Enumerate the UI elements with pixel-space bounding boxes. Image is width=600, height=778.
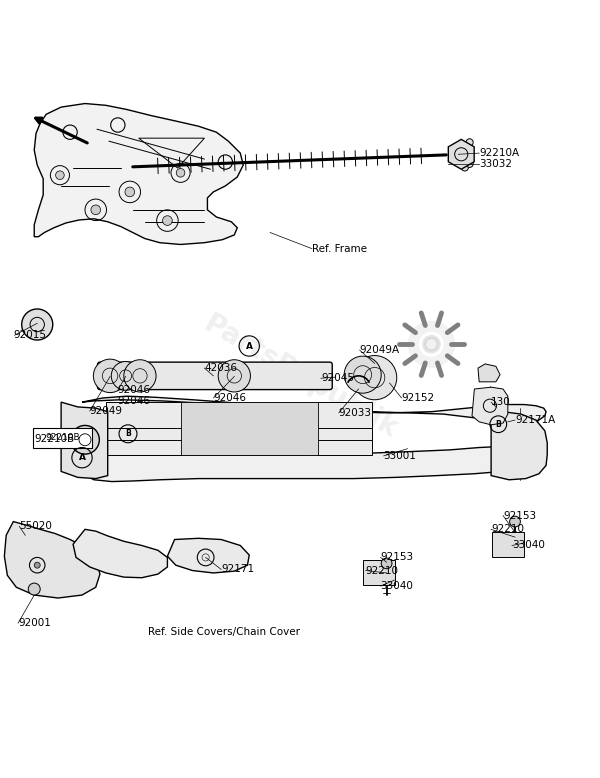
Text: A: A <box>246 342 253 351</box>
Circle shape <box>56 171 64 180</box>
Polygon shape <box>61 402 107 478</box>
Text: 92033: 92033 <box>339 408 372 418</box>
Circle shape <box>344 356 381 393</box>
Circle shape <box>124 359 156 392</box>
Circle shape <box>111 362 140 391</box>
Circle shape <box>509 517 520 527</box>
Circle shape <box>91 205 101 215</box>
Circle shape <box>461 149 469 156</box>
Polygon shape <box>73 529 167 578</box>
Circle shape <box>461 164 469 171</box>
Polygon shape <box>472 387 508 425</box>
Circle shape <box>28 583 40 595</box>
FancyBboxPatch shape <box>33 429 92 447</box>
Text: 92015: 92015 <box>13 330 46 340</box>
Polygon shape <box>478 364 500 382</box>
Polygon shape <box>4 521 100 598</box>
Text: Ref. Frame: Ref. Frame <box>312 244 367 254</box>
Text: 92210A: 92210A <box>479 148 519 158</box>
Text: 33001: 33001 <box>383 451 416 461</box>
Text: 92049: 92049 <box>90 406 123 416</box>
Text: 33040: 33040 <box>512 541 545 551</box>
Text: 92171: 92171 <box>221 564 254 574</box>
Text: 92210B: 92210B <box>34 434 74 444</box>
Polygon shape <box>82 396 546 422</box>
Text: 92210: 92210 <box>491 524 524 534</box>
Circle shape <box>22 309 53 340</box>
Text: 33040: 33040 <box>380 581 413 591</box>
Polygon shape <box>106 402 371 454</box>
Text: 33032: 33032 <box>479 159 512 169</box>
Circle shape <box>381 558 392 569</box>
Circle shape <box>461 156 469 164</box>
Text: B: B <box>496 420 501 429</box>
Circle shape <box>94 359 127 393</box>
Circle shape <box>353 356 397 400</box>
FancyBboxPatch shape <box>363 560 395 586</box>
Text: 92153: 92153 <box>503 510 536 520</box>
Text: 92046: 92046 <box>214 393 247 403</box>
FancyBboxPatch shape <box>98 362 332 390</box>
Polygon shape <box>82 447 546 482</box>
Text: B: B <box>125 429 131 438</box>
Text: 92046: 92046 <box>118 396 151 406</box>
Text: Ref. Side Covers/Chain Cover: Ref. Side Covers/Chain Cover <box>148 627 300 637</box>
Text: 92210: 92210 <box>365 566 398 576</box>
Text: 92001: 92001 <box>18 618 51 628</box>
Text: 92045: 92045 <box>321 373 354 384</box>
Circle shape <box>466 146 473 153</box>
Text: 92210B: 92210B <box>45 433 80 443</box>
Circle shape <box>218 359 250 392</box>
Polygon shape <box>167 538 249 573</box>
Text: 92049A: 92049A <box>360 345 400 356</box>
FancyBboxPatch shape <box>492 531 524 557</box>
Text: 92153: 92153 <box>380 552 414 562</box>
Polygon shape <box>34 103 243 244</box>
Text: 92152: 92152 <box>401 393 434 403</box>
Circle shape <box>34 562 40 568</box>
Text: 55020: 55020 <box>19 521 52 531</box>
Polygon shape <box>491 404 547 480</box>
Text: A: A <box>79 453 86 462</box>
Text: 92046: 92046 <box>118 385 151 395</box>
Circle shape <box>125 187 134 197</box>
Circle shape <box>466 160 473 167</box>
Circle shape <box>461 142 469 149</box>
Circle shape <box>424 337 439 352</box>
Text: 130: 130 <box>491 397 511 407</box>
Circle shape <box>176 169 185 177</box>
Polygon shape <box>448 139 474 170</box>
Circle shape <box>163 216 172 226</box>
Circle shape <box>466 138 473 146</box>
Text: 42036: 42036 <box>205 363 238 373</box>
Polygon shape <box>181 402 318 454</box>
Circle shape <box>466 153 473 160</box>
Text: PartsRepublik: PartsRepublik <box>198 310 402 444</box>
Text: 92171A: 92171A <box>515 415 555 425</box>
Circle shape <box>71 426 100 454</box>
